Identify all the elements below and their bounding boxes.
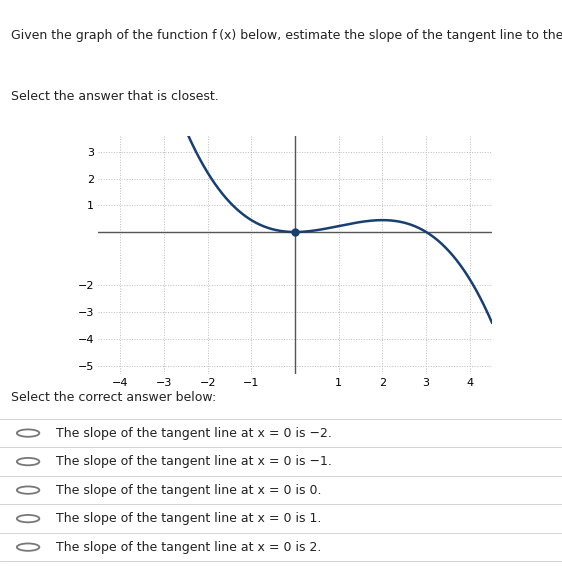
Text: The slope of the tangent line at x = 0 is 0.: The slope of the tangent line at x = 0 i… [56, 483, 321, 496]
Text: The slope of the tangent line at x = 0 is −2.: The slope of the tangent line at x = 0 i… [56, 427, 332, 440]
Text: Select the correct answer below:: Select the correct answer below: [11, 391, 216, 404]
Text: The slope of the tangent line at x = 0 is 1.: The slope of the tangent line at x = 0 i… [56, 512, 321, 525]
Text: The slope of the tangent line at x = 0 is 2.: The slope of the tangent line at x = 0 i… [56, 541, 321, 554]
Text: Given the graph of the function f (x) below, estimate the slope of the tangent l: Given the graph of the function f (x) be… [11, 28, 562, 41]
Text: The slope of the tangent line at x = 0 is −1.: The slope of the tangent line at x = 0 i… [56, 455, 332, 468]
Text: Select the answer that is closest.: Select the answer that is closest. [11, 90, 219, 102]
